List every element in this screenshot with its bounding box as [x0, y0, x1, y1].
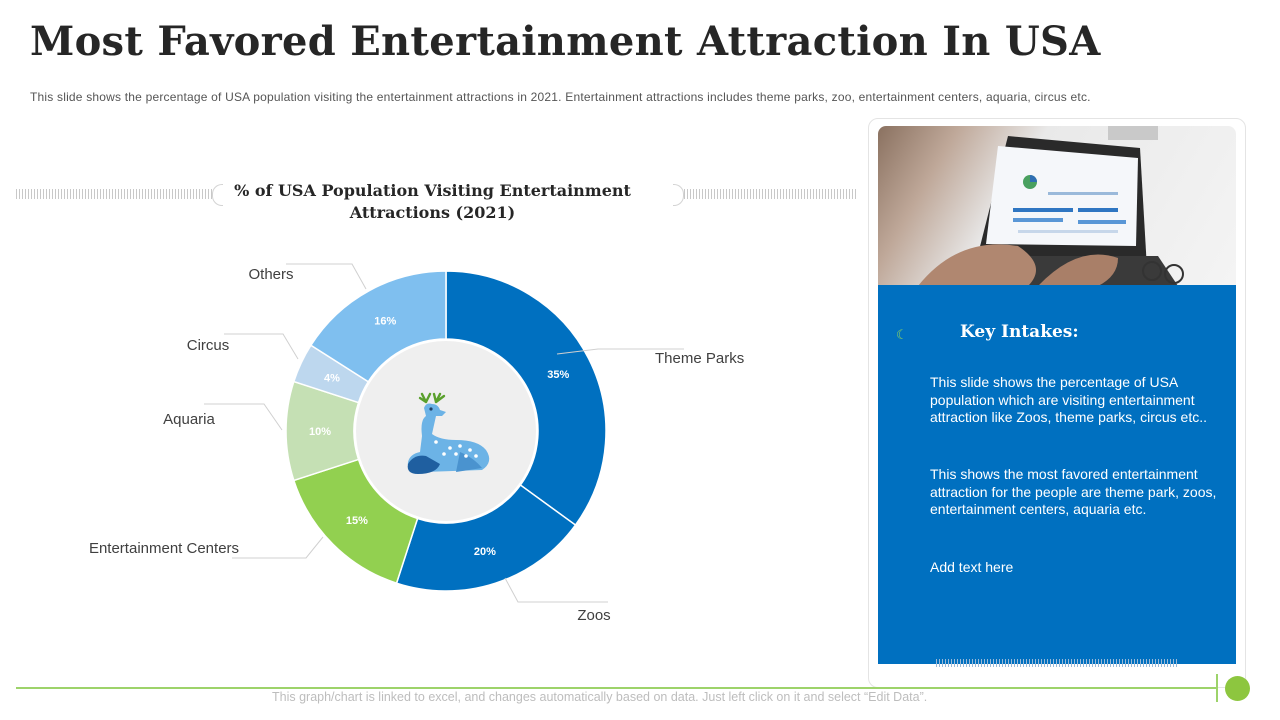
chart-title: % of USA Population Visiting Entertainme… — [234, 181, 631, 222]
laptop-photo — [878, 126, 1236, 286]
footer-dot — [1225, 676, 1250, 701]
leader-line-aquaria — [204, 403, 283, 431]
category-label-aquaria: Aquaria — [163, 411, 215, 428]
category-label-others: Others — [248, 266, 293, 283]
page-title: Most Favored Entertainment Attraction In… — [30, 18, 1101, 65]
footer-divider — [16, 687, 1216, 689]
title-divider-right — [684, 189, 858, 199]
data-label-entertainment-centers: 15% — [346, 515, 368, 527]
data-label-theme-parks: 35% — [547, 369, 569, 381]
data-label-circus: 4% — [324, 372, 340, 384]
leader-line-circus — [224, 333, 299, 360]
category-label-entertainment-centers: Entertainment Centers — [89, 540, 239, 557]
data-label-aquaria: 10% — [309, 426, 331, 438]
key-intake-point-1[interactable]: This slide shows the percentage of USA p… — [930, 374, 1207, 425]
leader-line-entertainment-centers — [232, 536, 324, 559]
key-intakes-heading: Key Intakes: — [960, 322, 1079, 342]
moon-icon: ☾ — [896, 327, 908, 342]
donut-chart: 35% Theme Parks 20% Zoos 15% Entertainment Ce… — [89, 263, 744, 624]
key-intakes-box: ☾ Key Intakes: This slide shows the perc… — [878, 285, 1236, 664]
key-intake-point-3[interactable]: Add text here — [930, 559, 1014, 575]
category-label-zoos: Zoos — [577, 607, 610, 624]
donut-center — [354, 339, 538, 523]
deer-icon — [407, 392, 490, 474]
leader-line-zoos — [504, 577, 608, 603]
footer-divider-tick — [1216, 674, 1218, 702]
leader-line-others — [286, 263, 367, 290]
data-label-zoos: 20% — [474, 546, 496, 558]
footnote: This graph/chart is linked to excel, and… — [272, 690, 928, 704]
category-label-theme-parks: Theme Parks — [655, 350, 744, 367]
leader-line-theme-parks — [556, 348, 684, 355]
data-label-others: 16% — [374, 316, 396, 328]
title-divider-left — [16, 189, 212, 199]
page-subtitle: This slide shows the percentage of USA p… — [30, 90, 1091, 104]
panel-ruler-decoration — [936, 659, 1178, 667]
key-intake-point-2[interactable]: This shows the most favored entertainmen… — [930, 466, 1217, 517]
slice-theme-parks — [445, 270, 607, 527]
category-label-circus: Circus — [187, 337, 230, 354]
